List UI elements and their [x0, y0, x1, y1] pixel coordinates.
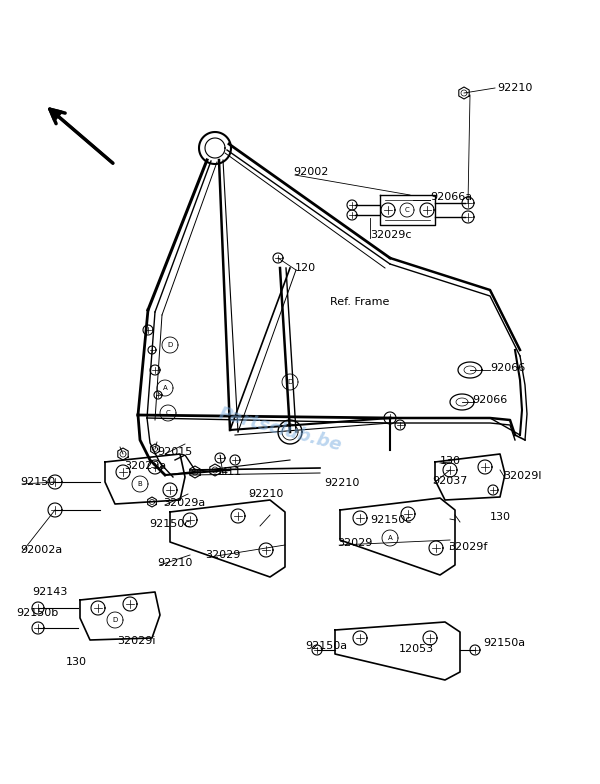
- Text: 411: 411: [220, 467, 241, 477]
- Text: C: C: [166, 410, 170, 416]
- Text: 120: 120: [295, 263, 316, 273]
- Text: 130: 130: [490, 512, 511, 522]
- Text: D: D: [287, 379, 293, 385]
- Text: 92002a: 92002a: [20, 545, 62, 555]
- Text: 92066: 92066: [472, 395, 507, 405]
- Text: D: D: [112, 617, 118, 623]
- Text: 32029: 32029: [205, 550, 241, 560]
- Text: 130: 130: [66, 657, 87, 667]
- Text: 92210: 92210: [497, 83, 532, 93]
- Text: 32029i: 32029i: [117, 636, 155, 646]
- Text: 92210: 92210: [157, 558, 193, 568]
- Text: A: A: [163, 385, 167, 391]
- Text: 12053: 12053: [399, 644, 434, 654]
- Text: 92143: 92143: [32, 587, 67, 597]
- Text: 92150c: 92150c: [370, 515, 412, 525]
- Text: 32029l: 32029l: [503, 471, 542, 481]
- Text: 92066: 92066: [490, 363, 525, 373]
- Text: 92150a: 92150a: [305, 641, 347, 651]
- Text: C: C: [404, 207, 409, 213]
- Text: 32029a: 32029a: [163, 498, 205, 508]
- Text: 92210: 92210: [248, 489, 283, 499]
- Text: D: D: [167, 342, 173, 348]
- Text: 92002: 92002: [293, 167, 328, 177]
- Text: A: A: [388, 535, 392, 541]
- Text: 92037: 92037: [432, 476, 467, 486]
- Text: 32029a: 32029a: [124, 461, 166, 471]
- Text: 130: 130: [440, 456, 461, 466]
- Text: B: B: [137, 481, 142, 487]
- Text: Ref. Frame: Ref. Frame: [330, 297, 389, 307]
- Text: 92066a: 92066a: [430, 192, 472, 202]
- Text: 92210: 92210: [324, 478, 359, 488]
- Text: 32029c: 32029c: [370, 230, 412, 240]
- Text: 92150c: 92150c: [149, 519, 190, 529]
- Text: 32029: 32029: [337, 538, 373, 548]
- Text: 92150a: 92150a: [483, 638, 525, 648]
- Text: 32029f: 32029f: [448, 542, 487, 552]
- Text: 92015: 92015: [157, 447, 192, 457]
- FancyArrowPatch shape: [49, 109, 113, 163]
- Text: 92150b: 92150b: [16, 608, 58, 618]
- Text: 92150: 92150: [20, 477, 55, 487]
- Text: Partsclub.be: Partsclub.be: [217, 405, 344, 456]
